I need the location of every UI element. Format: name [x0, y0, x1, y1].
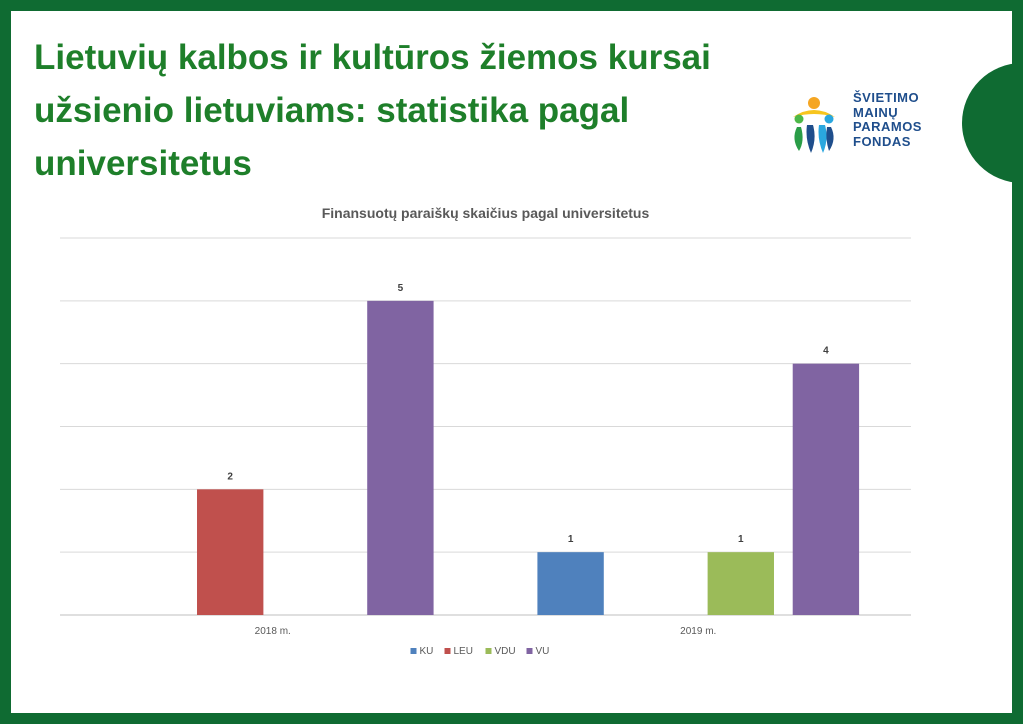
- bar-vdu-2: [707, 552, 774, 615]
- people-figures-logo-icon: [793, 97, 835, 153]
- chart-legend: KU LEU VDU VU: [410, 646, 550, 657]
- bar-ku-2: [537, 552, 604, 615]
- bar-chart: Finansuotų paraiškų skaičius pagal unive…: [60, 205, 911, 657]
- data-label: 5: [398, 283, 404, 294]
- legend-label: LEU: [454, 646, 473, 657]
- chart-grid: [60, 237, 911, 616]
- chart-bars: [197, 300, 860, 615]
- logo-text: ŠVIETIMO MAINŲ PARAMOS FONDAS: [853, 90, 922, 149]
- x-tick-label: 2019 m.: [680, 626, 716, 637]
- bar-vu-2: [792, 363, 860, 615]
- logo-line: ŠVIETIMO: [853, 90, 920, 105]
- smpf-logo: ŠVIETIMO MAINŲ PARAMOS FONDAS: [783, 81, 933, 161]
- slide-title: Lietuvių kalbos ir kultūros žiemos kursa…: [34, 38, 711, 183]
- logo-line: PARAMOS: [853, 119, 922, 134]
- legend-swatch-vdu: [485, 648, 492, 654]
- legend-label: VDU: [495, 646, 516, 657]
- legend-swatch-vu: [526, 648, 533, 654]
- data-label: 1: [738, 534, 744, 545]
- data-label: 2: [227, 471, 233, 482]
- chart-x-ticks: 2018 m. 2019 m.: [255, 626, 717, 637]
- legend-swatch-leu: [444, 648, 451, 654]
- x-tick-label: 2018 m.: [255, 626, 291, 637]
- logo-line: FONDAS: [853, 133, 911, 149]
- chart-title: Finansuotų paraiškų skaičius pagal unive…: [322, 205, 650, 221]
- logo-line: MAINŲ: [853, 104, 899, 120]
- legend-swatch-ku: [410, 648, 417, 654]
- bar-vu-1: [367, 300, 434, 615]
- bar-leu-1: [197, 489, 264, 615]
- legend-label: VU: [536, 646, 550, 657]
- data-label: 4: [823, 346, 829, 357]
- data-label: 1: [568, 534, 574, 545]
- chart-data-labels: 2 5 1 1 4: [227, 283, 829, 545]
- legend-label: KU: [420, 646, 434, 657]
